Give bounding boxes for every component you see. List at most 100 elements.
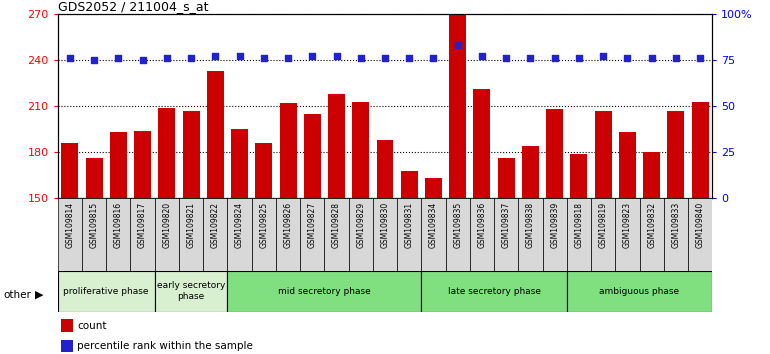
Point [209, 54, 222, 59]
Bar [276, 198, 300, 271]
Bar [615, 198, 640, 271]
Bar [643, 152, 660, 198]
Bar [594, 111, 611, 198]
Bar [134, 131, 151, 198]
Bar [252, 198, 276, 271]
Bar [668, 111, 685, 198]
Point [524, 56, 537, 61]
Point [306, 54, 319, 59]
Bar [227, 271, 421, 312]
Bar [691, 102, 708, 198]
Text: GSM109836: GSM109836 [477, 202, 487, 248]
Bar [567, 271, 712, 312]
Text: GSM109817: GSM109817 [138, 202, 147, 248]
Point [233, 54, 246, 59]
Text: GSM109829: GSM109829 [357, 202, 365, 248]
Text: GSM109825: GSM109825 [259, 202, 268, 248]
Text: GSM109826: GSM109826 [283, 202, 293, 248]
Text: GSM109816: GSM109816 [114, 202, 123, 248]
Text: GDS2052 / 211004_s_at: GDS2052 / 211004_s_at [58, 0, 208, 13]
Text: ambiguous phase: ambiguous phase [600, 287, 680, 296]
Bar [207, 71, 224, 198]
Bar [446, 198, 470, 271]
Point [161, 56, 173, 61]
Point [427, 56, 440, 61]
Text: percentile rank within the sample: percentile rank within the sample [77, 341, 253, 351]
Text: GSM109815: GSM109815 [89, 202, 99, 248]
Text: GSM109828: GSM109828 [332, 202, 341, 248]
Bar [522, 146, 539, 198]
Text: early secretory
phase: early secretory phase [157, 281, 226, 301]
Point [694, 56, 706, 61]
Point [476, 54, 488, 59]
Point [355, 56, 367, 61]
Point [451, 42, 464, 48]
Bar [159, 108, 176, 198]
Bar [155, 271, 227, 312]
Point [64, 56, 76, 61]
Text: GSM109830: GSM109830 [380, 202, 390, 248]
Bar [664, 198, 688, 271]
Point [379, 56, 391, 61]
Text: GSM109818: GSM109818 [574, 202, 584, 248]
Text: GSM109831: GSM109831 [405, 202, 413, 248]
Bar [571, 154, 588, 198]
Bar [231, 129, 248, 198]
Bar [640, 198, 664, 271]
Point [403, 56, 415, 61]
Bar [425, 178, 442, 198]
Text: count: count [77, 320, 107, 331]
Point [645, 56, 658, 61]
Text: GSM109837: GSM109837 [502, 202, 511, 248]
Bar [61, 319, 73, 332]
Bar [474, 89, 490, 198]
Bar [397, 198, 421, 271]
Bar [61, 340, 73, 352]
Text: GSM109823: GSM109823 [623, 202, 632, 248]
Bar [62, 143, 79, 198]
Text: GSM109832: GSM109832 [647, 202, 656, 248]
Point [136, 57, 149, 63]
Bar [373, 198, 397, 271]
Bar [179, 198, 203, 271]
Point [88, 57, 100, 63]
Bar [449, 14, 466, 198]
Bar [280, 103, 296, 198]
Bar [82, 198, 106, 271]
Bar [546, 109, 563, 198]
Text: proliferative phase: proliferative phase [63, 287, 149, 296]
Text: GSM109838: GSM109838 [526, 202, 535, 248]
Text: GSM109822: GSM109822 [211, 202, 219, 248]
Bar [567, 198, 591, 271]
Text: GSM109821: GSM109821 [186, 202, 196, 248]
Bar [421, 271, 567, 312]
Bar [400, 171, 417, 198]
Point [282, 56, 294, 61]
Text: GSM109819: GSM109819 [598, 202, 608, 248]
Text: mid secretory phase: mid secretory phase [278, 287, 371, 296]
Point [621, 56, 634, 61]
Text: GSM109814: GSM109814 [65, 202, 75, 248]
Point [573, 56, 585, 61]
Bar [349, 198, 373, 271]
Bar [353, 102, 370, 198]
Point [597, 54, 609, 59]
Bar [182, 111, 199, 198]
Point [330, 54, 343, 59]
Point [112, 56, 125, 61]
Point [185, 56, 197, 61]
Point [258, 56, 270, 61]
Bar [85, 158, 102, 198]
Bar [203, 198, 227, 271]
Bar [591, 198, 615, 271]
Bar [377, 140, 393, 198]
Bar [494, 198, 518, 271]
Text: GSM109839: GSM109839 [551, 202, 559, 248]
Point [670, 56, 682, 61]
Bar [58, 198, 82, 271]
Text: late secretory phase: late secretory phase [447, 287, 541, 296]
Bar [328, 94, 345, 198]
Bar [130, 198, 155, 271]
Text: GSM109835: GSM109835 [454, 202, 462, 248]
Bar [304, 114, 321, 198]
